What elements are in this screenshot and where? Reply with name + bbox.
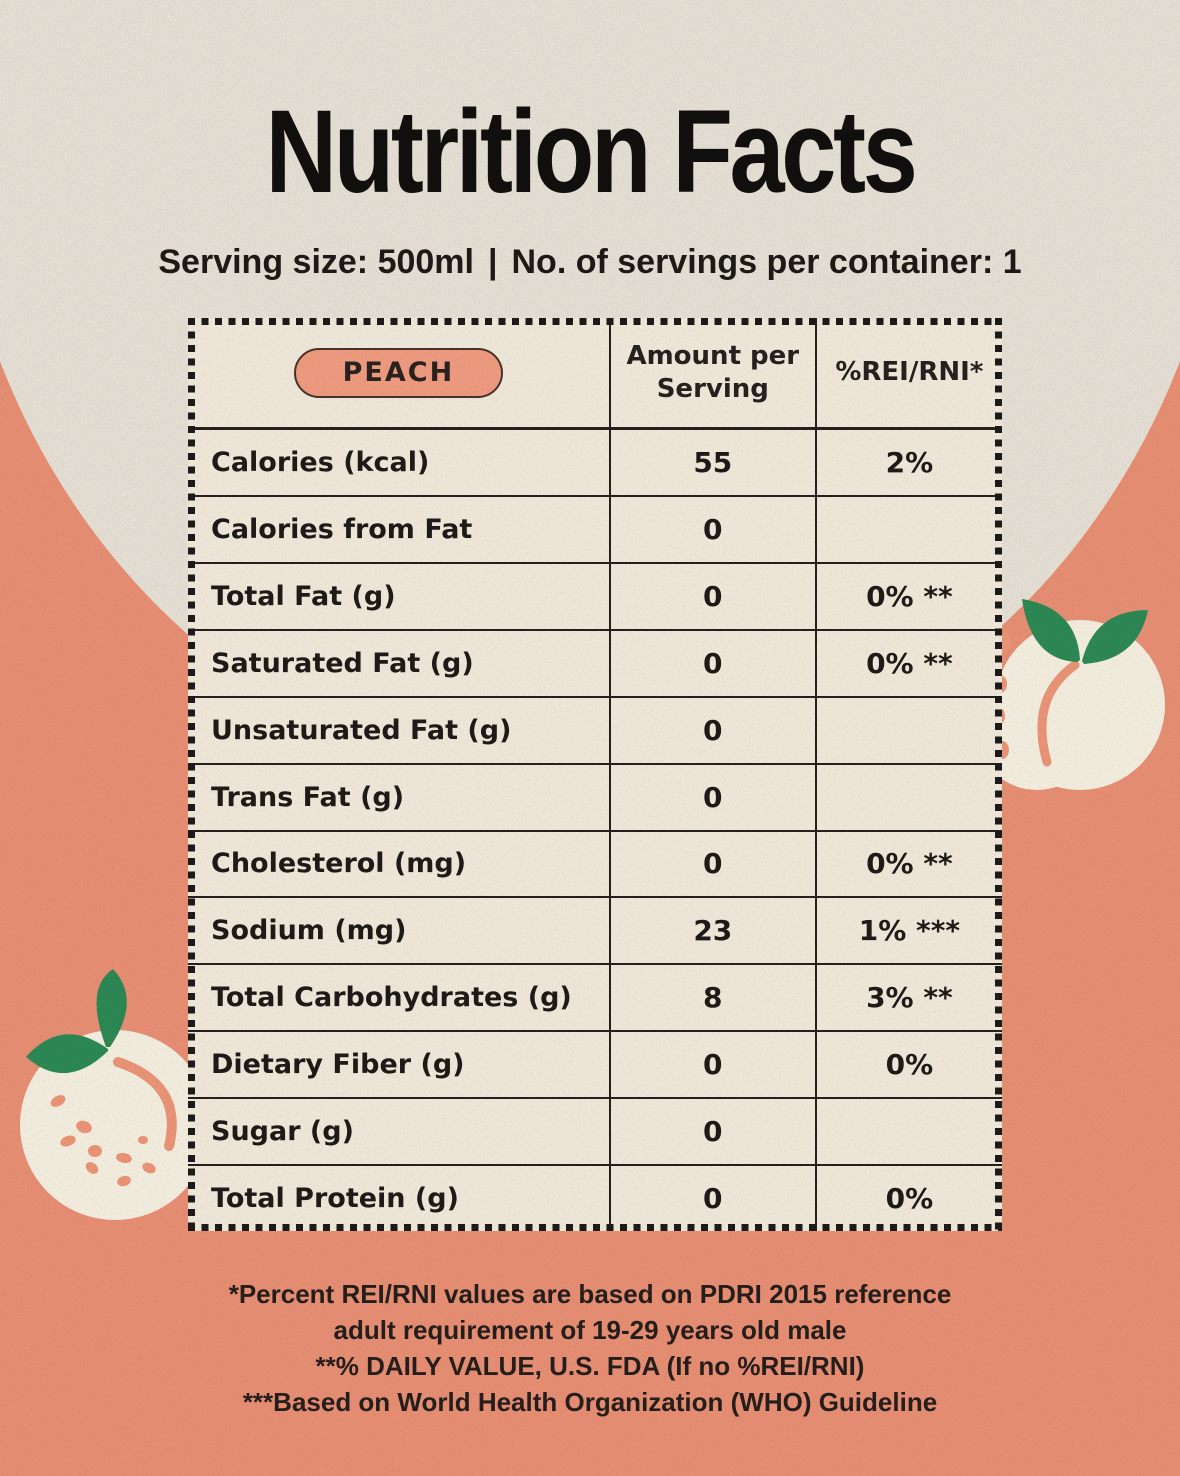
serving-info: Serving size: 500ml | No. of servings per … (0, 243, 1180, 282)
amount-value: 0 (608, 630, 815, 696)
product-badge-cell: PEACH (188, 318, 609, 427)
product-badge: PEACH (293, 347, 503, 398)
dv-value (814, 1099, 1002, 1165)
table-border-left (188, 318, 195, 1231)
amount-value: 0 (608, 563, 815, 629)
table-row: Total Fat (g) 0 0% ** (188, 561, 1002, 629)
dv-value: 0% (814, 1166, 1002, 1232)
dv-value: 0% ** (814, 831, 1002, 897)
table-row: Sugar (g) 0 (188, 1097, 1002, 1165)
amount-value: 55 (608, 430, 815, 495)
servings-count-text: No. of servings per container: 1 (511, 243, 1022, 281)
nutrient-label: Total Protein (g) (211, 1183, 459, 1215)
footnotes: *Percent REI/RNI values are based on PDR… (0, 1276, 1180, 1420)
serving-size-text: Serving size: 500ml (158, 243, 474, 281)
footnote-line: **% DAILY VALUE, U.S. FDA (If no %REI/RN… (315, 1351, 865, 1381)
nutrient-label: Saturated Fat (g) (211, 647, 474, 679)
dv-value (814, 764, 1002, 830)
amount-value: 0 (608, 697, 815, 763)
nutrient-label: Total Fat (g) (211, 580, 396, 612)
amount-value: 0 (608, 764, 815, 830)
footnote-line: adult requirement of 19-29 years old mal… (333, 1315, 847, 1345)
separator: | (487, 243, 498, 281)
table-row: Calories from Fat 0 (188, 494, 1002, 562)
dv-value: 3% ** (814, 965, 1002, 1031)
footnote-line: ***Based on World Health Organization (W… (242, 1387, 938, 1417)
amount-value: 8 (608, 965, 815, 1031)
table-body: Calories (kcal) 55 2% Calories from Fat … (188, 427, 1002, 1232)
dv-value: 0% ** (814, 563, 1002, 629)
table-row: Sodium (mg) 23 1% *** (188, 896, 1002, 964)
table-border-bottom (188, 1224, 1002, 1231)
table-row: Saturated Fat (g) 0 0% ** (188, 628, 1002, 696)
footnote-line: *Percent REI/RNI values are based on PDR… (228, 1279, 952, 1309)
dv-value (814, 697, 1002, 763)
column-header-amount: Amount per Serving (608, 318, 815, 427)
nutrient-label: Trans Fat (g) (211, 781, 405, 813)
table-row: Calories (kcal) 55 2% (188, 427, 1002, 495)
dv-value: 1% *** (814, 898, 1002, 964)
nutrient-label: Cholesterol (mg) (211, 848, 467, 880)
amount-value: 0 (608, 1099, 815, 1165)
nutrient-label: Calories from Fat (211, 513, 473, 545)
amount-value: 0 (608, 1166, 815, 1232)
amount-value: 0 (608, 831, 815, 897)
table-row: Trans Fat (g) 0 (188, 762, 1002, 830)
table-row: Total Protein (g) 0 0% (188, 1164, 1002, 1232)
table-border-right (995, 318, 1002, 1231)
table-header-row: PEACH Amount per Serving %REI/RNI* (188, 318, 1002, 427)
page-title: Nutrition Facts (265, 86, 918, 218)
table-row: Dietary Fiber (g) 0 0% (188, 1030, 1002, 1098)
dv-value (814, 496, 1002, 562)
table-border-top (188, 318, 1002, 325)
nutrient-label: Dietary Fiber (g) (211, 1049, 465, 1081)
table-row: Unsaturated Fat (g) 0 (188, 695, 1002, 763)
nutrient-label: Calories (kcal) (211, 446, 430, 478)
column-header-dv: %REI/RNI* (814, 318, 1002, 427)
nutrient-label: Sodium (mg) (211, 915, 407, 947)
amount-value: 23 (608, 898, 815, 964)
dv-value: 0% ** (814, 630, 1002, 696)
nutrient-label: Total Carbohydrates (g) (211, 982, 572, 1014)
dv-value: 2% (814, 430, 1002, 495)
nutrient-label: Sugar (g) (211, 1116, 354, 1148)
nutrition-table: PEACH Amount per Serving %REI/RNI* Calor… (188, 318, 1002, 1232)
peach-illustration-left (20, 969, 210, 1220)
amount-value: 0 (608, 1032, 815, 1098)
dv-value: 0% (814, 1032, 1002, 1098)
peach-illustration-right (985, 599, 1165, 790)
table-row: Total Carbohydrates (g) 8 3% ** (188, 963, 1002, 1031)
amount-value: 0 (608, 496, 815, 562)
table-row: Cholesterol (mg) 0 0% ** (188, 829, 1002, 897)
nutrient-label: Unsaturated Fat (g) (211, 714, 512, 746)
